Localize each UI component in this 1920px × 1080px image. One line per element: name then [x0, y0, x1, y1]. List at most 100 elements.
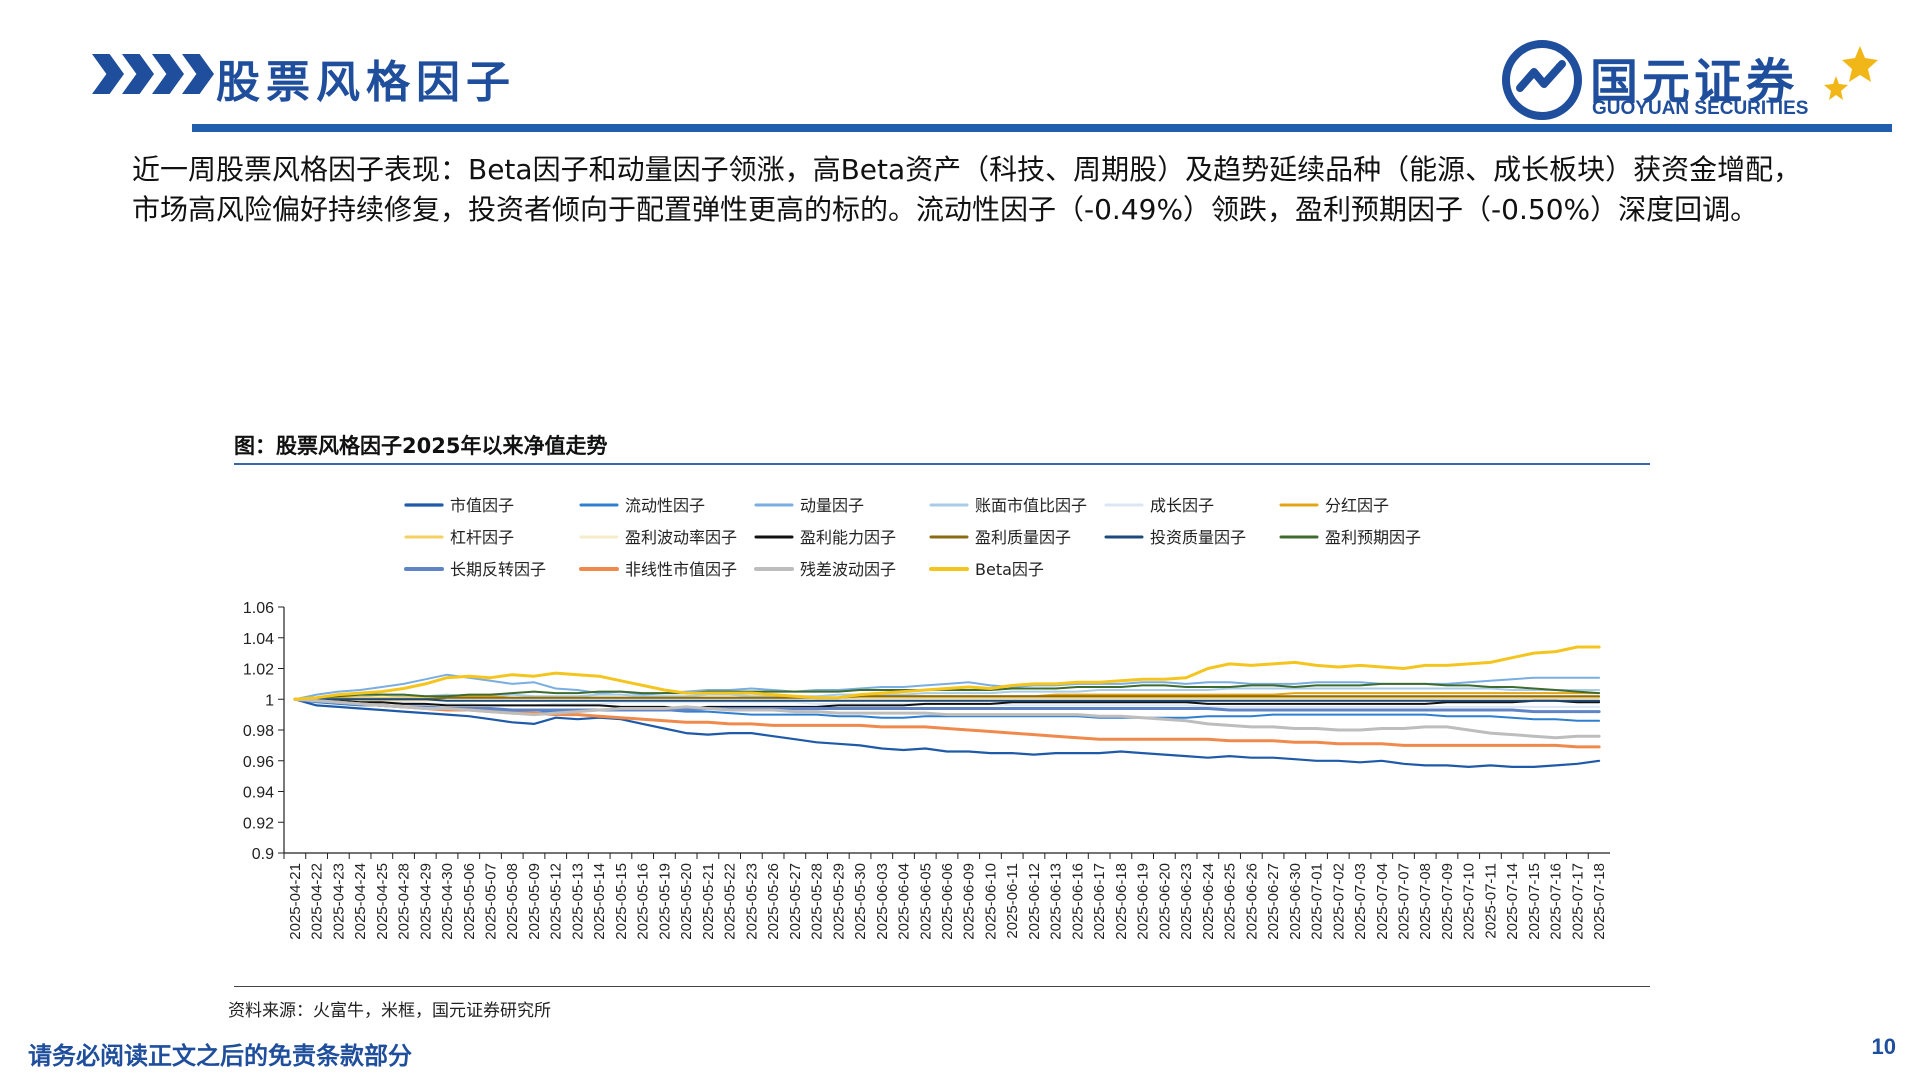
y-tick-label: 0.94	[243, 785, 274, 802]
x-tick-label: 2025-07-03	[1352, 863, 1369, 940]
x-tick-label: 2025-05-07	[483, 863, 500, 940]
x-tick-label: 2025-05-22	[722, 863, 739, 940]
x-tick-label: 2025-05-16	[635, 863, 652, 940]
series-line	[293, 697, 1601, 714]
figure-top-rule	[234, 463, 1650, 465]
x-tick-label: 2025-07-04	[1374, 863, 1391, 940]
figure-source: 资料来源：火富牛，米框，国元证券研究所	[228, 1001, 551, 1021]
legend-label: Beta因子	[975, 560, 1044, 579]
x-tick-label: 2025-05-15	[613, 863, 630, 940]
page-number: 10	[1871, 1034, 1896, 1059]
x-tick-label: 2025-06-12	[1026, 863, 1043, 940]
legend-label: 流动性因子	[625, 496, 705, 515]
series-line	[293, 698, 1601, 769]
y-tick-label: 1.02	[243, 662, 274, 679]
legend-label: 盈利能力因子	[800, 528, 896, 547]
legend-label: 动量因子	[800, 496, 864, 515]
brand-name-en: GUOYUAN SECURITIES	[1592, 98, 1809, 119]
x-tick-label: 2025-05-28	[809, 863, 826, 940]
x-tick-label: 2025-06-18	[1113, 863, 1130, 940]
x-tick-label: 2025-04-25	[374, 863, 391, 940]
y-tick-label: 0.96	[243, 754, 274, 771]
series-line	[293, 698, 1601, 702]
legend-label: 账面市值比因子	[975, 496, 1087, 515]
brand-name-cn: 国元证券	[1590, 54, 1799, 110]
x-tick-label: 2025-06-30	[1287, 863, 1304, 940]
x-tick-label: 2025-06-24	[1200, 863, 1217, 940]
x-tick-label: 2025-07-10	[1461, 863, 1478, 940]
x-tick-label: 2025-06-16	[1069, 863, 1086, 940]
x-tick-label: 2025-05-08	[504, 863, 521, 940]
series-line	[293, 697, 1601, 740]
legend-label: 非线性市值因子	[625, 560, 737, 579]
x-tick-label: 2025-06-25	[1222, 863, 1239, 940]
x-tick-label: 2025-05-12	[548, 863, 565, 940]
x-tick-label: 2025-04-23	[330, 863, 347, 940]
x-tick-label: 2025-04-30	[439, 863, 456, 940]
y-tick-label: 1.06	[243, 600, 274, 617]
x-tick-label: 2025-07-01	[1309, 863, 1326, 940]
legend-label: 市值因子	[450, 496, 514, 515]
y-tick-label: 0.92	[243, 815, 274, 832]
x-tick-label: 2025-05-29	[830, 863, 847, 940]
x-tick-label: 2025-06-04	[896, 863, 913, 940]
legend-label: 杠杆因子	[450, 528, 514, 547]
x-tick-label: 2025-06-10	[982, 863, 999, 940]
series-line	[293, 695, 1601, 701]
legend-label: 长期反转因子	[450, 560, 546, 579]
x-tick-label: 2025-07-07	[1395, 863, 1412, 940]
summary-paragraph: 近一周股票风格因子表现：Beta因子和动量因子领涨，高Beta资产（科技、周期股…	[132, 153, 1802, 226]
x-tick-label: 2025-07-15	[1526, 863, 1543, 940]
title-divider	[192, 124, 1892, 132]
x-tick-label: 2025-06-20	[1156, 863, 1173, 940]
x-tick-label: 2025-05-14	[591, 863, 608, 940]
x-tick-label: 2025-04-29	[417, 863, 434, 940]
x-tick-label: 2025-05-06	[461, 863, 478, 940]
x-tick-label: 2025-06-06	[939, 863, 956, 940]
x-tick-label: 2025-06-05	[917, 863, 934, 940]
disclaimer-note: 请务必阅读正文之后的免责条款部分	[28, 1041, 412, 1070]
x-tick-label: 2025-07-08	[1417, 863, 1434, 940]
x-tick-label: 2025-07-14	[1504, 863, 1521, 940]
x-tick-label: 2025-06-27	[1265, 863, 1282, 940]
x-tick-label: 2025-06-17	[1091, 863, 1108, 940]
series-line	[293, 698, 1601, 710]
legend-label: 分红因子	[1325, 496, 1389, 515]
y-tick-label: 0.98	[243, 723, 274, 740]
title-chevrons	[92, 54, 214, 94]
x-tick-label: 2025-05-26	[765, 863, 782, 940]
legend-label: 残差波动因子	[800, 560, 896, 579]
legend-label: 盈利波动率因子	[625, 528, 737, 547]
x-tick-label: 2025-06-19	[1135, 863, 1152, 940]
x-tick-label: 2025-06-11	[1004, 863, 1021, 939]
x-tick-label: 2025-05-19	[656, 863, 673, 940]
x-tick-label: 2025-06-26	[1243, 863, 1260, 940]
figure-bottom-rule	[234, 986, 1650, 987]
x-tick-label: 2025-06-03	[874, 863, 891, 940]
x-tick-label: 2025-04-24	[352, 863, 369, 940]
x-tick-label: 2025-05-13	[569, 863, 586, 940]
series-line	[293, 645, 1601, 701]
x-tick-label: 2025-05-20	[678, 863, 695, 940]
page-title: 股票风格因子	[216, 57, 516, 108]
legend-label: 盈利质量因子	[975, 528, 1071, 547]
x-tick-label: 2025-06-09	[961, 863, 978, 940]
series-line	[293, 687, 1601, 701]
x-tick-label: 2025-07-18	[1591, 863, 1608, 940]
x-tick-label: 2025-07-17	[1569, 863, 1586, 940]
x-tick-label: 2025-04-21	[287, 863, 304, 940]
figure-caption: 图：股票风格因子2025年以来净值走势	[234, 434, 608, 458]
x-tick-label: 2025-05-21	[700, 863, 717, 940]
x-tick-label: 2025-05-09	[526, 863, 543, 940]
logo-mark-icon	[1502, 40, 1582, 120]
y-tick-label: 0.9	[252, 846, 274, 863]
x-tick-label: 2025-05-30	[852, 863, 869, 940]
y-tick-label: 1	[265, 692, 274, 709]
x-tick-label: 2025-07-16	[1548, 863, 1565, 940]
x-tick-label: 2025-04-22	[309, 863, 326, 940]
x-tick-label: 2025-07-11	[1482, 863, 1499, 939]
x-tick-label: 2025-05-23	[743, 863, 760, 940]
legend-label: 成长因子	[1150, 496, 1214, 515]
legend-label: 盈利预期因子	[1325, 528, 1421, 547]
